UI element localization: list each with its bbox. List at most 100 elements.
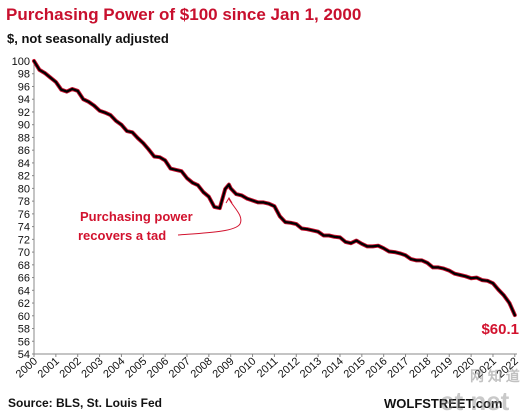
data-point: [38, 68, 41, 72]
source-note: Source: BLS, St. Louis Fed: [8, 396, 162, 410]
data-point: [158, 156, 161, 159]
data-point: [278, 215, 281, 218]
x-tick-label: 2007: [167, 355, 193, 380]
x-tick-label: 2013: [298, 355, 324, 380]
chart-title: Purchasing Power of $100 since Jan 1, 20…: [6, 5, 361, 24]
series-line-halo: [32, 59, 517, 318]
data-point: [93, 104, 96, 107]
data-point: [344, 240, 347, 243]
data-point: [508, 301, 511, 305]
y-tick-label: 54: [18, 349, 30, 361]
data-point: [393, 250, 396, 254]
data-point: [262, 201, 265, 204]
data-point: [437, 266, 440, 269]
y-tick-label: 56: [18, 336, 30, 348]
data-point: [333, 235, 336, 238]
watermark-brand: et net: [440, 386, 510, 414]
y-tick-label: 60: [18, 311, 30, 323]
data-point: [273, 205, 276, 208]
y-tick-label: 76: [18, 209, 30, 221]
x-tick-label: 2010: [232, 355, 258, 380]
data-point: [227, 183, 231, 186]
data-point: [164, 159, 167, 162]
x-tick-label: 2005: [123, 355, 149, 380]
data-point: [513, 314, 516, 317]
y-tick-label: 86: [18, 145, 30, 157]
data-point: [82, 98, 85, 101]
data-point: [147, 148, 150, 151]
y-tick-label: 70: [18, 247, 30, 259]
data-point: [218, 207, 221, 210]
y-tick-label: 74: [18, 222, 30, 234]
y-tick-label: 100: [12, 56, 30, 68]
annotation: Purchasing power recovers a tad: [78, 197, 242, 243]
data-point: [306, 228, 309, 231]
data-point: [470, 277, 473, 280]
data-point: [49, 76, 52, 79]
data-point: [284, 221, 287, 224]
x-tick-label: 2015: [342, 355, 368, 380]
x-tick-label: 2004: [101, 355, 127, 380]
overlay-watermark: 网 知 道 et net: [440, 368, 520, 414]
data-point: [426, 261, 429, 265]
y-tick-label: 64: [18, 285, 30, 297]
data-point: [103, 111, 107, 114]
data-point: [142, 142, 145, 145]
watermark-cn: 网 知 道: [470, 368, 520, 384]
y-axis: 5456586062646668707274767880828486889092…: [12, 56, 35, 361]
x-tick-label: 2011: [255, 355, 281, 380]
data-point: [355, 239, 358, 242]
data-point: [502, 294, 505, 297]
y-tick-label: 78: [18, 196, 30, 208]
x-tick-label: 2009: [210, 355, 236, 380]
data-point: [251, 199, 254, 202]
annotation-line-1: Purchasing power: [80, 209, 193, 224]
data-point: [300, 227, 303, 230]
data-point: [289, 221, 292, 224]
end-value-label: $60.1: [481, 321, 519, 338]
data-point: [491, 282, 495, 285]
plot-area: [32, 59, 517, 318]
data-point: [327, 234, 331, 237]
data-point: [196, 184, 200, 187]
y-tick-label: 82: [18, 171, 30, 183]
data-point: [442, 267, 445, 270]
data-point: [54, 80, 57, 84]
annotation-arrow: [177, 198, 242, 236]
x-tick-label: 2012: [276, 355, 302, 380]
y-tick-label: 68: [18, 260, 30, 272]
y-tick-label: 92: [18, 107, 30, 119]
data-point: [43, 72, 47, 75]
data-point: [120, 123, 123, 126]
data-point: [32, 59, 36, 63]
data-point: [475, 276, 478, 279]
logo-text: WOLFSTREET.com: [384, 396, 502, 411]
data-point: [349, 242, 353, 245]
data-point: [322, 234, 325, 237]
data-point: [87, 100, 90, 103]
y-tick-label: 62: [18, 298, 30, 310]
data-point: [60, 88, 63, 91]
data-point: [267, 202, 271, 205]
y-tick-label: 72: [18, 234, 30, 246]
data-point: [415, 259, 418, 262]
y-tick-label: 84: [18, 158, 30, 170]
data-point: [377, 244, 380, 247]
x-tick-label: 2001: [36, 355, 62, 380]
y-tick-label: 66: [18, 273, 30, 285]
x-tick-label: 2003: [79, 355, 105, 380]
data-point: [169, 167, 172, 170]
data-point: [240, 194, 243, 197]
data-point: [317, 230, 320, 233]
data-point: [382, 247, 385, 250]
data-point: [109, 114, 112, 117]
data-point: [459, 273, 462, 277]
data-point: [420, 259, 424, 262]
data-point: [136, 136, 139, 140]
y-tick-label: 90: [18, 120, 30, 132]
data-point: [207, 195, 210, 198]
x-tick-label: 2008: [189, 355, 215, 380]
data-point: [125, 129, 128, 133]
annotation-arrowhead: [225, 197, 233, 204]
data-point: [229, 187, 232, 190]
